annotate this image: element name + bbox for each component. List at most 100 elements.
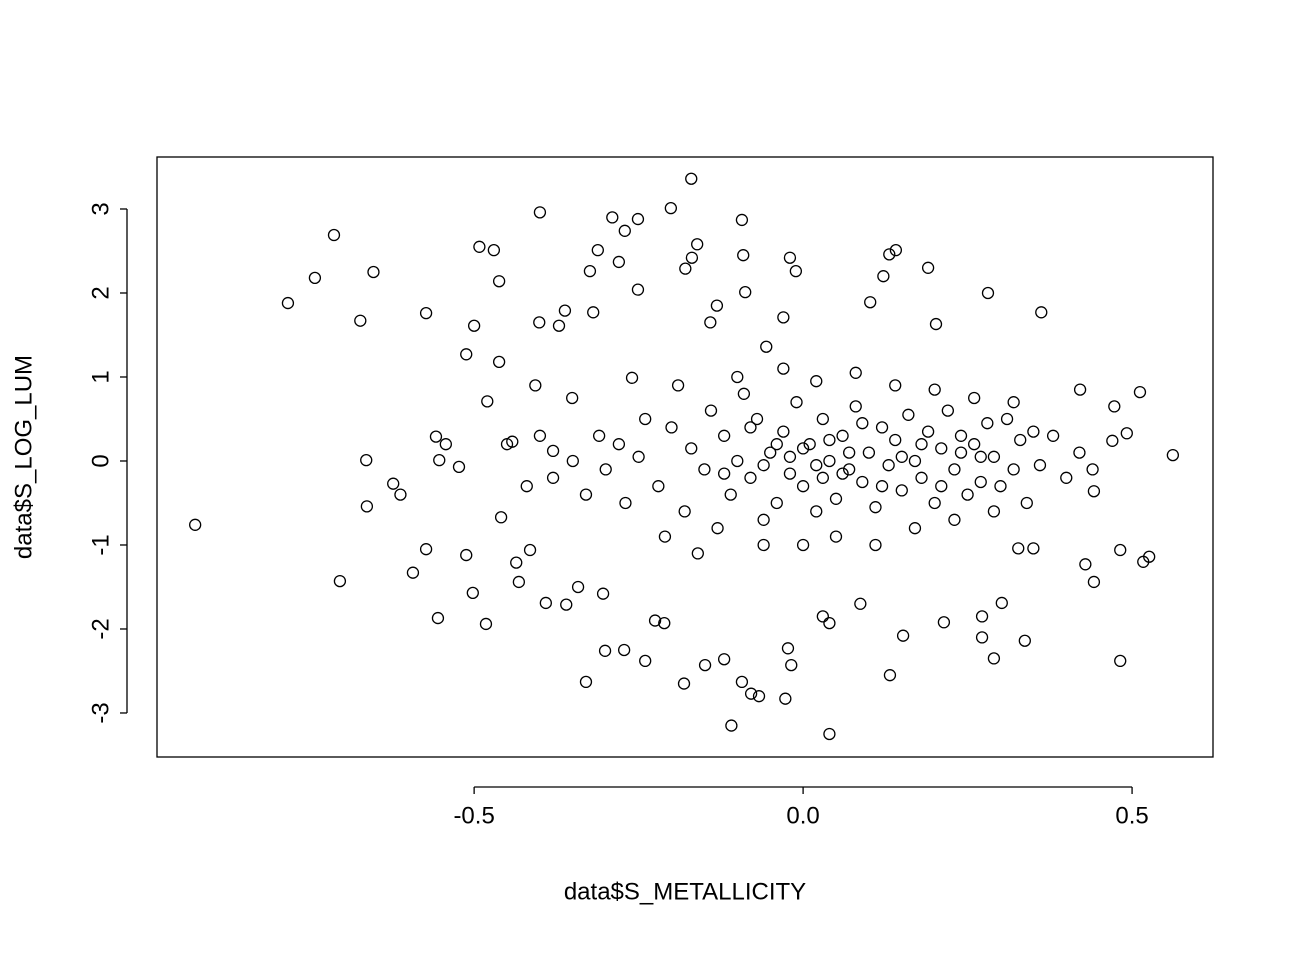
point	[823, 616, 836, 630]
point	[1035, 306, 1048, 319]
point	[829, 492, 843, 505]
x-tick-label: 0.0	[786, 802, 819, 829]
point	[869, 538, 882, 552]
point	[757, 538, 770, 552]
point	[394, 488, 407, 501]
point	[823, 727, 836, 741]
point	[737, 387, 751, 400]
point	[1073, 383, 1087, 396]
point	[487, 244, 501, 257]
point	[579, 675, 593, 689]
point	[770, 496, 783, 510]
point	[494, 511, 508, 524]
y-tick-label: 1	[87, 370, 114, 383]
point	[935, 480, 948, 493]
point	[677, 677, 691, 690]
point	[975, 610, 989, 623]
point	[843, 446, 856, 459]
point	[685, 251, 699, 264]
point	[770, 438, 783, 451]
point	[862, 446, 876, 459]
point	[843, 463, 856, 476]
point	[816, 610, 829, 623]
point	[816, 412, 829, 426]
point	[895, 450, 908, 463]
point	[889, 244, 903, 257]
point	[1018, 634, 1031, 647]
point	[606, 211, 619, 224]
point	[816, 471, 829, 484]
point	[757, 459, 770, 472]
point	[467, 319, 481, 332]
point	[658, 616, 671, 630]
point	[631, 283, 645, 296]
point	[928, 383, 941, 396]
point	[599, 463, 612, 476]
point	[632, 450, 645, 463]
point	[1046, 429, 1060, 442]
point	[883, 669, 897, 682]
point	[612, 438, 626, 451]
point	[810, 505, 823, 518]
point	[618, 224, 631, 237]
point	[1079, 558, 1092, 571]
point	[883, 248, 896, 261]
point	[921, 425, 935, 438]
point	[698, 658, 712, 672]
point	[671, 379, 685, 392]
point	[583, 265, 597, 278]
x-tick-label: 0.5	[1115, 802, 1148, 829]
point	[954, 446, 968, 459]
point	[419, 543, 433, 556]
point	[617, 643, 631, 657]
point	[1114, 543, 1127, 557]
point	[1106, 434, 1119, 447]
point	[367, 265, 380, 279]
point	[739, 286, 752, 299]
point	[908, 522, 922, 535]
point	[520, 480, 533, 493]
point	[492, 355, 506, 369]
point	[691, 238, 704, 251]
point	[1120, 427, 1133, 440]
point	[460, 348, 473, 361]
point	[625, 371, 639, 384]
point	[678, 505, 691, 518]
point	[431, 611, 445, 625]
point	[512, 575, 526, 589]
x-axis-title: data$S_METALLICITY	[564, 878, 806, 905]
point	[711, 522, 724, 535]
point	[937, 616, 951, 629]
point	[928, 496, 941, 510]
point	[995, 596, 1008, 610]
point	[439, 438, 452, 451]
point	[1007, 396, 1020, 409]
point	[1073, 446, 1086, 459]
point	[829, 530, 843, 543]
point	[658, 530, 672, 543]
point	[875, 421, 889, 434]
point	[566, 454, 579, 468]
point	[546, 444, 560, 458]
point	[849, 366, 862, 379]
point	[856, 417, 869, 430]
point	[731, 370, 744, 384]
point	[631, 212, 645, 226]
point	[419, 307, 433, 320]
x-tick-label: -0.5	[453, 802, 494, 829]
point	[406, 566, 420, 579]
point	[698, 463, 711, 476]
point	[889, 433, 902, 447]
point	[948, 463, 961, 476]
y-tick-label: -2	[87, 618, 114, 639]
point	[752, 690, 766, 703]
point	[731, 454, 744, 468]
y-tick-label: -1	[87, 534, 114, 555]
point	[785, 658, 798, 672]
point	[921, 261, 935, 274]
point	[566, 391, 579, 405]
point	[639, 654, 652, 668]
point	[612, 255, 626, 269]
point	[915, 471, 928, 484]
